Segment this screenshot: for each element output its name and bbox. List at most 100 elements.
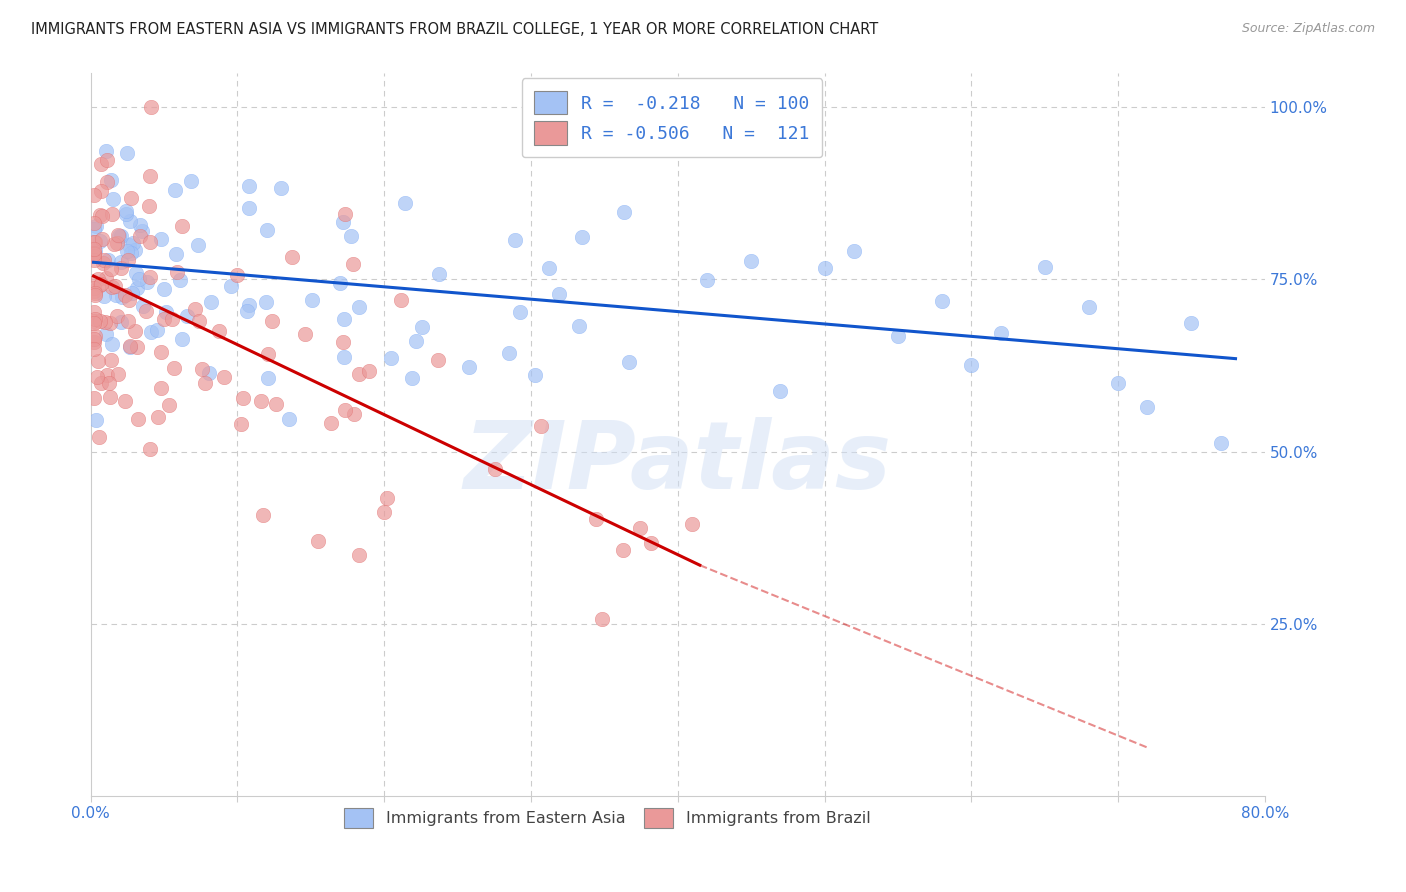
Point xyxy=(89,278,111,293)
Point xyxy=(107,228,129,243)
Point xyxy=(96,175,118,189)
Point xyxy=(125,266,148,280)
Point xyxy=(842,244,865,258)
Point xyxy=(163,183,186,197)
Point xyxy=(94,315,117,329)
Point xyxy=(375,491,398,505)
Point xyxy=(813,261,835,276)
Point xyxy=(121,285,143,300)
Point xyxy=(118,293,141,307)
Point xyxy=(86,370,108,384)
Point xyxy=(628,521,651,535)
Text: Source: ZipAtlas.com: Source: ZipAtlas.com xyxy=(1241,22,1375,36)
Point xyxy=(125,340,148,354)
Point xyxy=(236,304,259,318)
Point xyxy=(83,248,105,262)
Text: IMMIGRANTS FROM EASTERN ASIA VS IMMIGRANTS FROM BRAZIL COLLEGE, 1 YEAR OR MORE C: IMMIGRANTS FROM EASTERN ASIA VS IMMIGRAN… xyxy=(31,22,879,37)
Point xyxy=(523,368,546,383)
Point xyxy=(347,367,370,381)
Point xyxy=(277,412,299,426)
Point xyxy=(141,325,163,339)
Point xyxy=(98,316,121,330)
Point xyxy=(89,234,111,248)
Point xyxy=(254,295,277,310)
Point xyxy=(115,203,138,218)
Point xyxy=(238,298,260,312)
Point xyxy=(188,314,211,328)
Point xyxy=(138,442,160,456)
Point xyxy=(83,391,105,405)
Point xyxy=(94,327,117,342)
Point xyxy=(887,328,910,343)
Point xyxy=(191,362,214,376)
Point xyxy=(238,201,260,215)
Point xyxy=(591,612,613,626)
Point xyxy=(100,261,122,276)
Point xyxy=(83,216,105,230)
Point xyxy=(342,256,364,270)
Point xyxy=(270,180,292,194)
Point xyxy=(97,252,120,267)
Point xyxy=(83,222,105,236)
Point xyxy=(110,229,132,244)
Point xyxy=(87,272,110,286)
Point xyxy=(84,219,107,233)
Point xyxy=(83,243,105,257)
Point xyxy=(117,252,139,267)
Point xyxy=(257,347,280,361)
Point xyxy=(301,293,323,307)
Point xyxy=(96,153,118,167)
Point xyxy=(91,256,114,270)
Point xyxy=(124,243,146,257)
Point xyxy=(343,407,366,421)
Point xyxy=(389,293,412,308)
Point xyxy=(990,326,1012,340)
Point xyxy=(640,536,662,550)
Point xyxy=(110,315,132,329)
Point xyxy=(122,236,145,251)
Point xyxy=(139,169,162,184)
Point xyxy=(98,390,121,404)
Point xyxy=(1107,376,1129,390)
Point xyxy=(166,265,188,279)
Point xyxy=(83,304,105,318)
Point xyxy=(90,157,112,171)
Point xyxy=(100,353,122,368)
Point xyxy=(357,364,380,378)
Point xyxy=(118,237,141,252)
Point xyxy=(90,185,112,199)
Point xyxy=(621,142,644,156)
Point xyxy=(238,178,260,193)
Point xyxy=(484,461,506,475)
Point xyxy=(91,232,114,246)
Point xyxy=(153,312,176,326)
Point xyxy=(114,207,136,221)
Point xyxy=(138,199,160,213)
Point xyxy=(120,191,142,205)
Point xyxy=(125,281,148,295)
Point xyxy=(98,376,121,390)
Point xyxy=(89,314,111,328)
Point xyxy=(84,312,107,326)
Point xyxy=(84,244,107,258)
Point xyxy=(83,343,105,357)
Point xyxy=(197,366,219,380)
Point xyxy=(149,345,172,359)
Point xyxy=(538,261,561,276)
Point xyxy=(83,235,105,249)
Point xyxy=(83,316,105,330)
Point xyxy=(208,324,231,338)
Point xyxy=(335,207,357,221)
Point xyxy=(229,417,252,431)
Point xyxy=(105,310,128,324)
Point xyxy=(83,281,105,295)
Point xyxy=(83,247,105,261)
Point xyxy=(120,214,142,228)
Point xyxy=(184,301,207,316)
Point xyxy=(83,334,105,349)
Point xyxy=(108,229,131,244)
Point xyxy=(740,253,762,268)
Point xyxy=(90,376,112,390)
Point xyxy=(101,192,124,206)
Point xyxy=(232,391,254,405)
